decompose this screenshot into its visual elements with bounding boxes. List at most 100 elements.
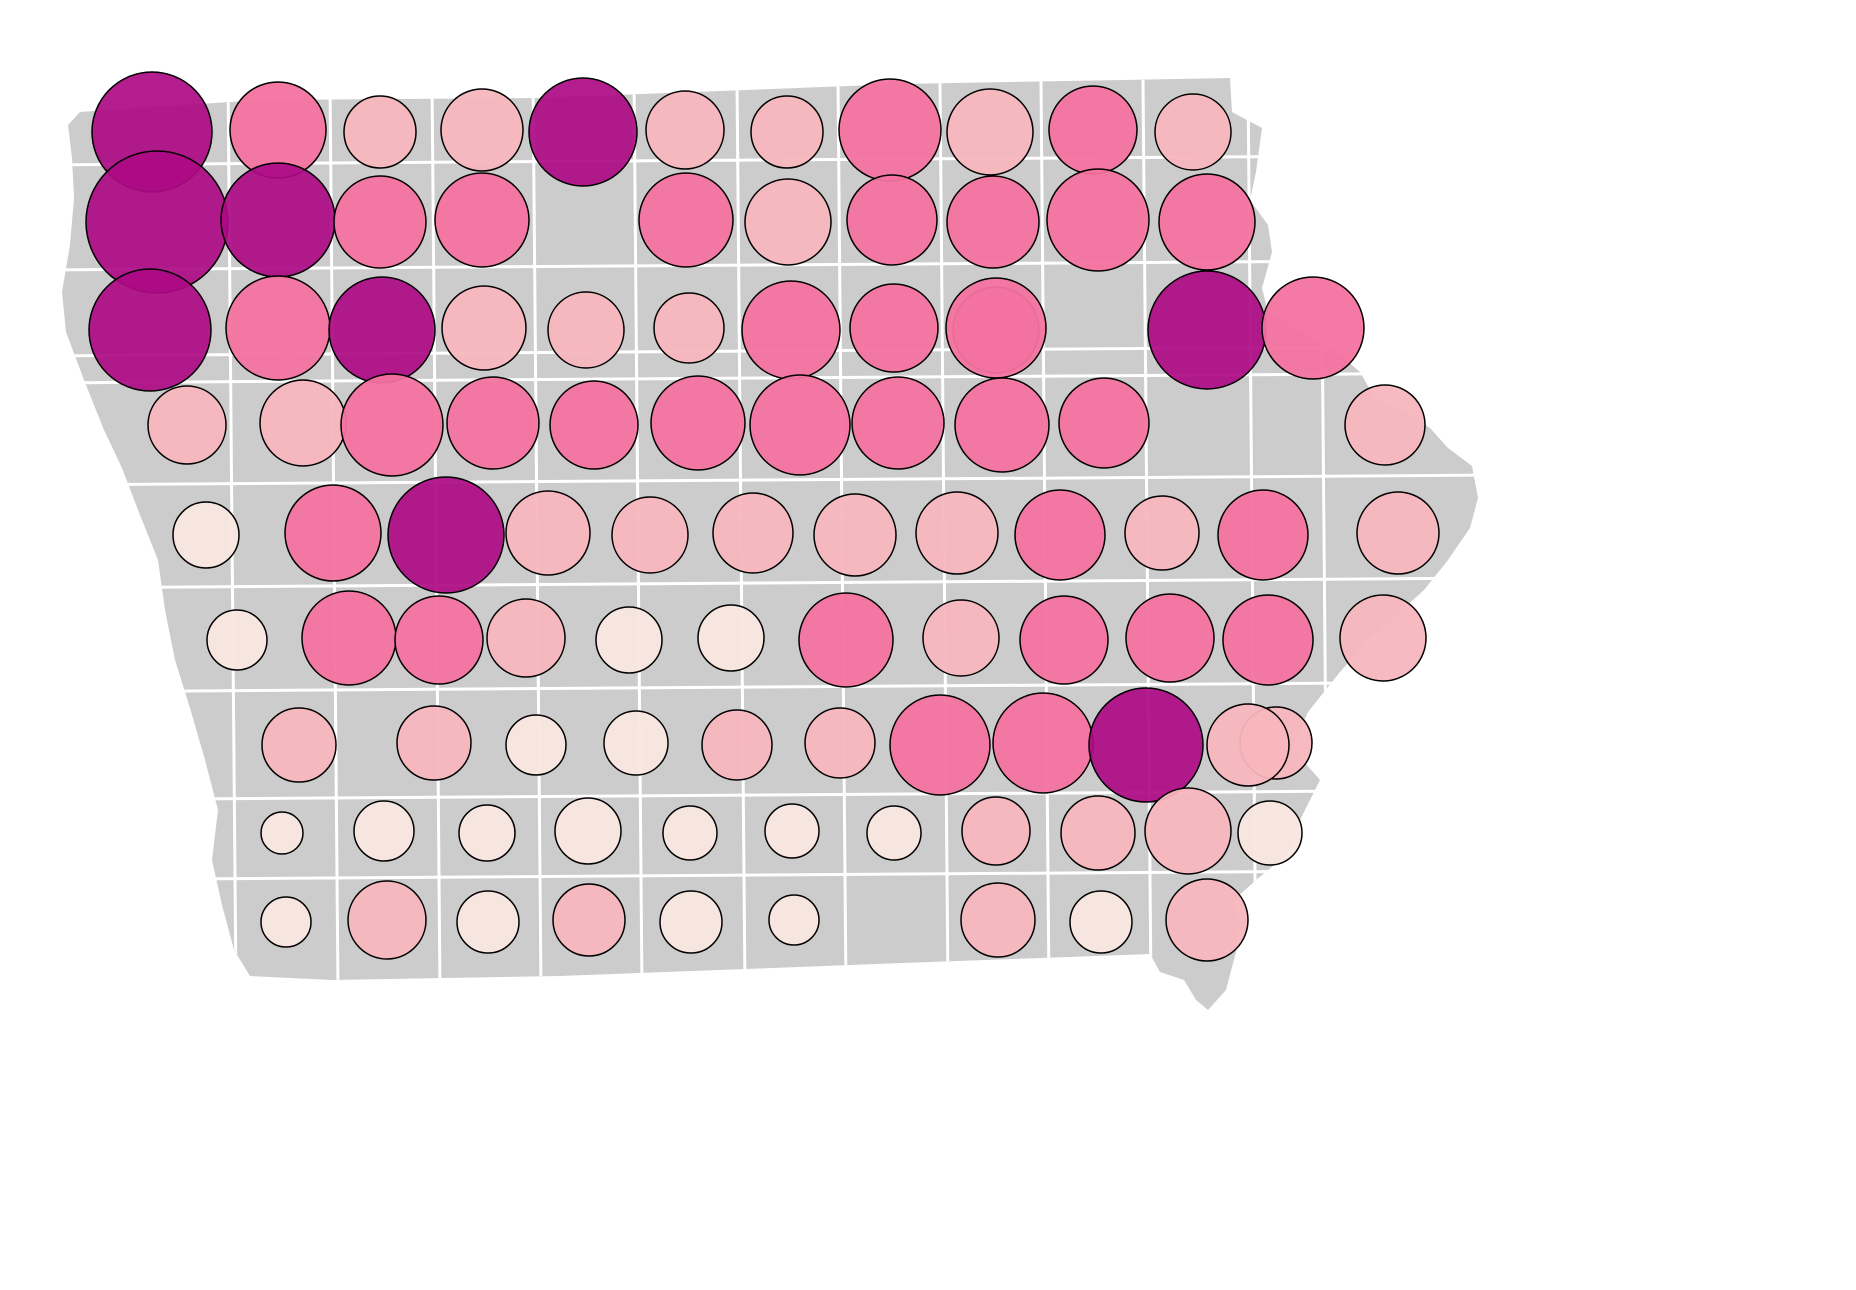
county-bubble	[394, 595, 484, 685]
county-bubble	[650, 375, 746, 471]
county-bubble	[697, 604, 765, 672]
county-bubble	[945, 277, 1047, 379]
county-bubble	[961, 796, 1031, 866]
county-bubble	[1088, 687, 1204, 803]
county-bubble	[701, 709, 773, 781]
county-bubble	[662, 805, 718, 861]
bubble-layer	[85, 71, 1440, 962]
county-bubble	[456, 890, 520, 954]
county-bubble	[505, 490, 591, 576]
county-bubble	[712, 492, 794, 574]
county-bubble	[1261, 276, 1365, 380]
county-bubble	[1046, 168, 1150, 272]
county-bubble	[434, 172, 530, 268]
county-bubble	[813, 493, 897, 577]
county-bubble	[547, 291, 625, 369]
county-bubble	[528, 77, 638, 187]
county-bubble	[1144, 787, 1232, 875]
county-bubble	[1125, 593, 1215, 683]
county-bubble	[333, 175, 427, 269]
county-bubble	[261, 707, 337, 783]
county-bubble	[645, 90, 725, 170]
county-bubble	[260, 811, 304, 855]
county-bubble	[301, 590, 397, 686]
county-bubble	[328, 276, 436, 384]
county-bubble	[798, 592, 894, 688]
county-bubble	[88, 268, 212, 392]
county-bubble	[960, 882, 1036, 958]
county-bubble	[764, 803, 820, 859]
county-bubble	[1165, 878, 1249, 962]
county-bubble	[396, 705, 472, 781]
county-bubble	[849, 283, 939, 373]
county-bubble	[353, 800, 415, 862]
county-border-horizontal	[62, 473, 1478, 487]
county-bubble	[440, 88, 524, 172]
county-bubble	[1069, 890, 1133, 954]
county-bubble	[441, 285, 527, 371]
county-bubble	[458, 804, 516, 862]
county-bubble	[259, 379, 347, 467]
county-bubble	[954, 377, 1050, 473]
county-bubble	[851, 376, 945, 470]
county-bubble	[1237, 800, 1303, 866]
county-bubble	[603, 710, 669, 776]
county-bubble	[946, 175, 1040, 269]
county-bubble	[284, 484, 382, 582]
county-bubble	[653, 292, 725, 364]
county-bubble	[172, 501, 240, 569]
county-bubble	[846, 174, 938, 266]
county-bubble	[347, 880, 427, 960]
county-bubble	[741, 280, 841, 380]
county-bubble	[505, 714, 567, 776]
county-bubble	[343, 95, 417, 169]
county-border-horizontal	[62, 868, 1478, 882]
county-bubble	[915, 491, 999, 575]
county-bubble	[889, 694, 991, 796]
county-bubble	[220, 162, 336, 278]
county-bubble	[1356, 491, 1440, 575]
county-bubble	[744, 178, 832, 266]
county-bubble	[804, 707, 876, 779]
county-bubble	[1344, 384, 1426, 466]
county-bubble	[1019, 595, 1109, 685]
county-bubble	[225, 275, 331, 381]
county-border-horizontal	[62, 788, 1478, 802]
county-bubble	[638, 172, 734, 268]
county-bubble	[922, 599, 1000, 677]
county-bubble	[749, 374, 851, 476]
county-bubble	[387, 476, 505, 594]
county-bubble	[554, 797, 622, 865]
county-bubble	[768, 894, 820, 946]
county-bubble	[659, 890, 723, 954]
county-bubble	[866, 805, 922, 861]
county-bubble	[340, 373, 444, 477]
county-bubble	[611, 496, 689, 574]
county-bubble	[206, 609, 268, 671]
county-bubble	[260, 896, 312, 948]
county-bubble	[1014, 489, 1106, 581]
county-bubble	[992, 692, 1094, 794]
county-border-horizontal	[62, 371, 1478, 385]
county-bubble	[552, 883, 626, 957]
county-bubble	[1048, 85, 1138, 175]
county-bubble	[750, 95, 824, 169]
county-bubble	[147, 385, 227, 465]
county-bubble	[1217, 489, 1309, 581]
county-bubble	[1154, 93, 1232, 171]
county-bubble	[1058, 377, 1150, 469]
county-bubble	[595, 606, 663, 674]
county-bubble	[1206, 703, 1290, 787]
county-bubble	[1147, 270, 1267, 390]
county-bubble	[549, 380, 639, 470]
county-bubble	[486, 598, 566, 678]
county-bubble	[1060, 795, 1136, 871]
county-bubble	[446, 376, 540, 470]
county-bubble	[1158, 173, 1256, 271]
county-bubble	[838, 78, 942, 182]
county-bubble	[946, 88, 1034, 176]
county-bubble	[1339, 594, 1427, 682]
county-bubble	[1124, 495, 1200, 571]
county-bubble	[1222, 594, 1314, 686]
